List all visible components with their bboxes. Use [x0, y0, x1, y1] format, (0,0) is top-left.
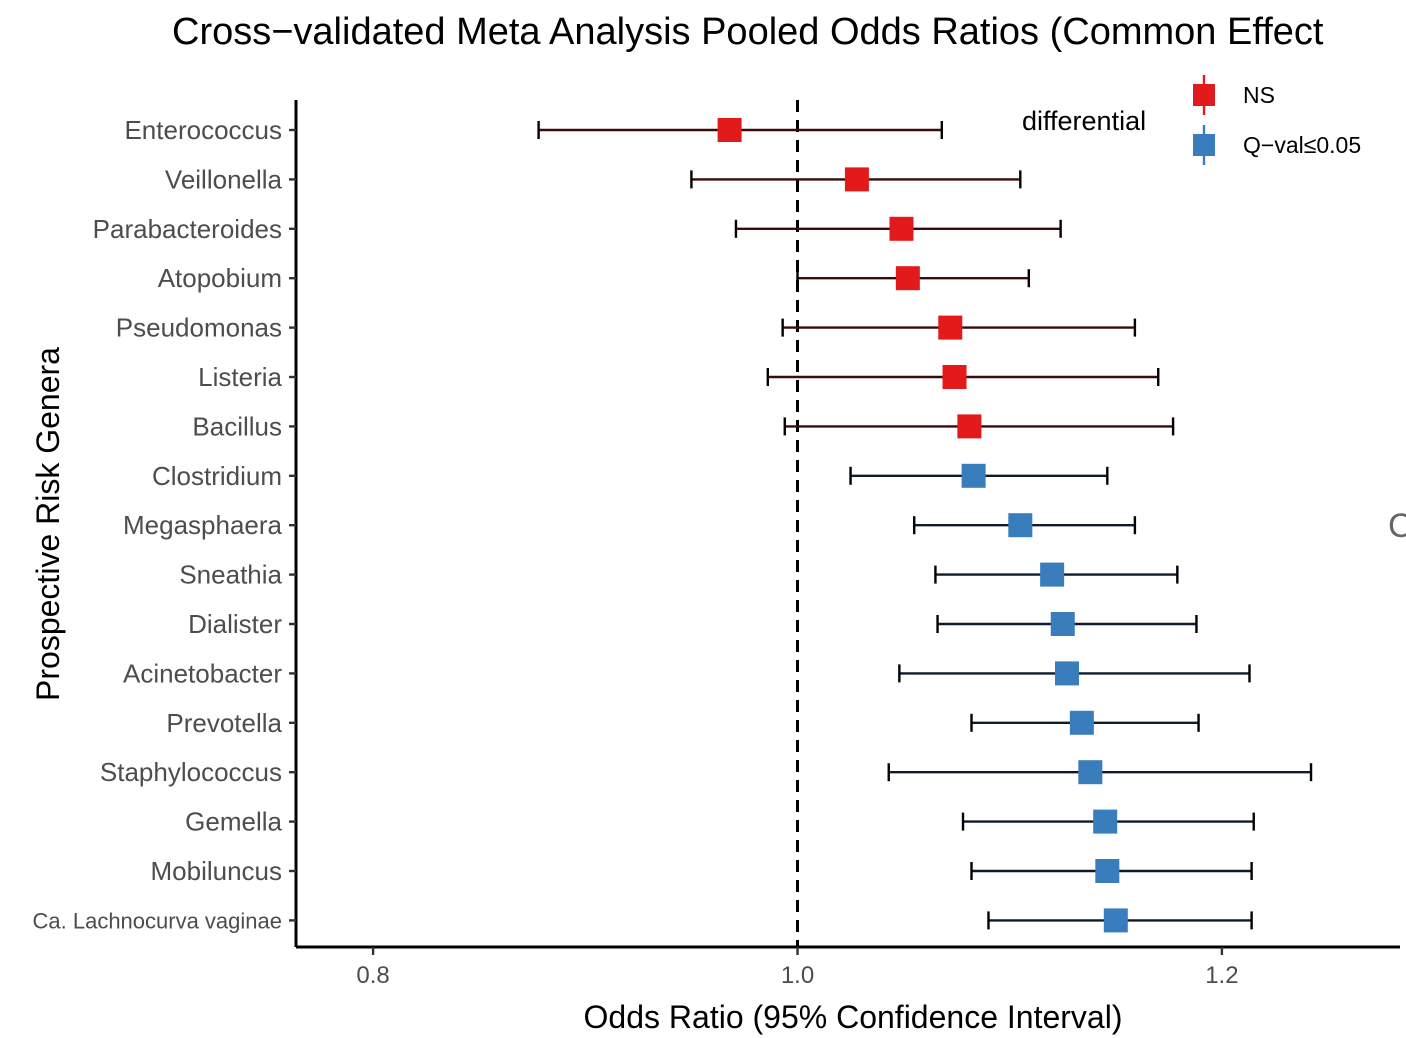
forest-row — [796, 266, 1030, 291]
odds-ratio-point — [1054, 661, 1079, 686]
odds-ratio-point — [1095, 859, 1120, 883]
forest-row — [970, 859, 1253, 883]
legend-entry: Q−val≤0.05 — [1193, 125, 1361, 165]
legend-key-square — [1193, 134, 1215, 156]
odds-ratio-point — [961, 463, 986, 488]
forest-row — [934, 562, 1179, 587]
legend-label: Q−val≤0.05 — [1243, 132, 1361, 158]
odds-ratio-point — [1093, 809, 1118, 834]
forest-row — [537, 118, 943, 142]
forest-row — [766, 365, 1160, 389]
legend-label: NS — [1243, 82, 1275, 108]
clipped-glyph: C — [1388, 507, 1406, 545]
y-tick-label: Enterococcus — [124, 115, 282, 145]
odds-ratio-point — [1103, 908, 1128, 933]
odds-ratio-point — [895, 266, 920, 291]
odds-ratio-point — [1008, 513, 1033, 538]
y-tick-label: Megasphaera — [123, 510, 283, 540]
odds-ratio-point — [938, 315, 963, 340]
x-axis-title: Odds Ratio (95% Confidence Interval) — [584, 999, 1123, 1035]
data-rows — [537, 118, 1313, 933]
forest-row — [936, 612, 1198, 636]
x-tick-label: 1.0 — [781, 962, 814, 989]
y-tick-label: Parabacteroides — [93, 214, 282, 244]
y-tick-label: Prevotella — [166, 708, 282, 738]
y-tick-label: Acinetobacter — [123, 658, 282, 688]
forest-row — [913, 513, 1137, 538]
y-tick-label: Clostridium — [152, 461, 282, 491]
y-axis-title: Prospective Risk Genera — [30, 347, 66, 701]
odds-ratio-point — [1078, 760, 1103, 785]
legend-keys: NS Q−val≤0.05 — [1193, 75, 1361, 165]
y-tick-label: Pseudomonas — [116, 313, 282, 343]
y-tick-label: Dialister — [188, 609, 282, 639]
odds-ratio-point — [957, 414, 982, 439]
y-tick-label: Atopobium — [158, 263, 282, 293]
odds-ratio-point — [1050, 612, 1075, 636]
odds-ratio-point — [1069, 710, 1094, 735]
forest-row — [961, 809, 1255, 834]
plot-area: Enterococcus Veillonella Parabacteroides At… — [33, 100, 1400, 989]
forest-row — [970, 710, 1200, 735]
forest-row — [781, 315, 1137, 340]
legend-title: differential — [1022, 106, 1146, 136]
y-axis-ticks: Enterococcus Veillonella Parabacteroides At… — [33, 115, 296, 933]
y-tick-label: Staphylococcus — [100, 757, 282, 787]
odds-ratio-point — [844, 167, 869, 192]
forest-row — [898, 661, 1251, 686]
y-tick-label: Sneathia — [179, 560, 282, 590]
y-tick-label: Veillonella — [165, 164, 283, 194]
y-tick-label: Gemella — [185, 807, 282, 837]
x-tick-label: 1.2 — [1205, 962, 1238, 989]
forest-row — [849, 463, 1109, 488]
odds-ratio-point — [717, 118, 742, 142]
chart-title: Cross−validated Meta Analysis Pooled Odd… — [172, 11, 1324, 53]
legend-entry: NS — [1193, 75, 1275, 115]
forest-row — [734, 216, 1062, 241]
forest-row — [987, 908, 1253, 933]
forest-row — [783, 414, 1175, 439]
y-tick-label: Ca. Lachnocurva vaginae — [33, 908, 283, 933]
x-tick-label: 0.8 — [356, 962, 389, 989]
y-tick-label: Mobiluncus — [150, 856, 282, 886]
y-tick-label: Listeria — [198, 362, 282, 392]
odds-ratio-point — [942, 365, 967, 389]
legend-key-square — [1193, 84, 1215, 106]
forest-row — [690, 167, 1022, 192]
odds-ratio-point — [889, 216, 914, 241]
legend: differential NS Q−val≤0.05 — [1022, 75, 1361, 165]
y-tick-label: Bacillus — [192, 411, 282, 441]
odds-ratio-point — [1040, 562, 1065, 587]
forest-row — [887, 760, 1313, 785]
x-axis-ticks: 0.8 1.0 1.2 — [356, 947, 1239, 989]
